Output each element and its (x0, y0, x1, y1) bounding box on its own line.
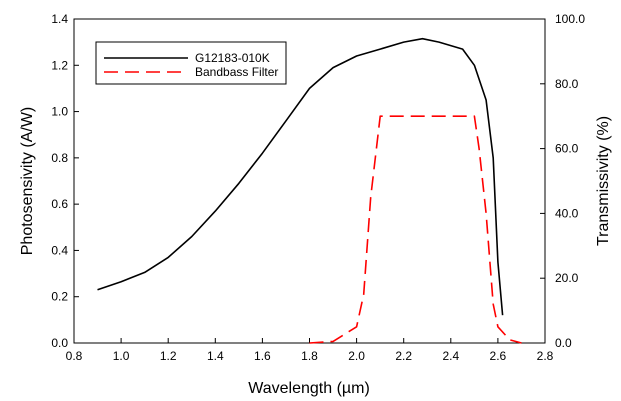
x-tick-label: 1.4 (207, 349, 224, 363)
series-layer (97, 37, 522, 344)
x-tick-label: 2.6 (490, 349, 507, 363)
y2-tick-label: 40.0 (555, 206, 579, 220)
y-tick-label: 0.2 (51, 290, 68, 304)
legend: G12183-010K Bandbass Filter (95, 41, 287, 85)
y-tick-label: 0.4 (51, 243, 68, 257)
y2-tick-label: 0.0 (555, 336, 572, 350)
y2-axis-title: Transmissivity (%) (595, 116, 612, 246)
x-tick-label: 2.4 (442, 349, 459, 363)
y-tick-label: 1.2 (51, 58, 68, 72)
y-axis-left: 0.0 0.2 0.4 0.6 0.8 1.0 1.2 1.4 (51, 12, 79, 350)
x-tick-label: 1.2 (160, 349, 177, 363)
x-axis-title: Wavelength (µm) (248, 380, 370, 397)
y-tick-label: 0.8 (51, 151, 68, 165)
legend-label-bandbass: Bandbass Filter (195, 65, 278, 79)
y2-tick-label: 60.0 (555, 142, 579, 156)
y-axis-title: Photosensivity (A/W) (19, 107, 36, 255)
legend-label-g12183: G12183-010K (195, 51, 270, 65)
x-tick-label: 2.0 (348, 349, 365, 363)
series-line-1 (309, 115, 522, 344)
legend-box (95, 41, 287, 85)
x-tick-label: 1.8 (301, 349, 318, 363)
x-axis: 0.8 1.0 1.2 1.4 1.6 1.8 2.0 2.2 2.4 2.6 2.8 (66, 338, 554, 363)
x-tick-label: 1.6 (254, 349, 271, 363)
x-tick-label: 2.2 (395, 349, 412, 363)
y2-tick-label: 100.0 (555, 12, 585, 26)
x-tick-label: 2.8 (537, 349, 554, 363)
x-tick-label: 0.8 (66, 349, 83, 363)
y-axis-right: 0.0 20.0 40.0 60.0 80.0 100.0 (540, 12, 585, 350)
x-tick-label: 1.0 (113, 349, 130, 363)
y-tick-label: 1.0 (51, 105, 68, 119)
y-tick-label: 1.4 (51, 12, 68, 26)
y-tick-label: 0.6 (51, 197, 68, 211)
series-line-0 (97, 37, 504, 316)
y-tick-label: 0.0 (51, 336, 68, 350)
y2-tick-label: 80.0 (555, 77, 579, 91)
y2-tick-label: 20.0 (555, 271, 579, 285)
